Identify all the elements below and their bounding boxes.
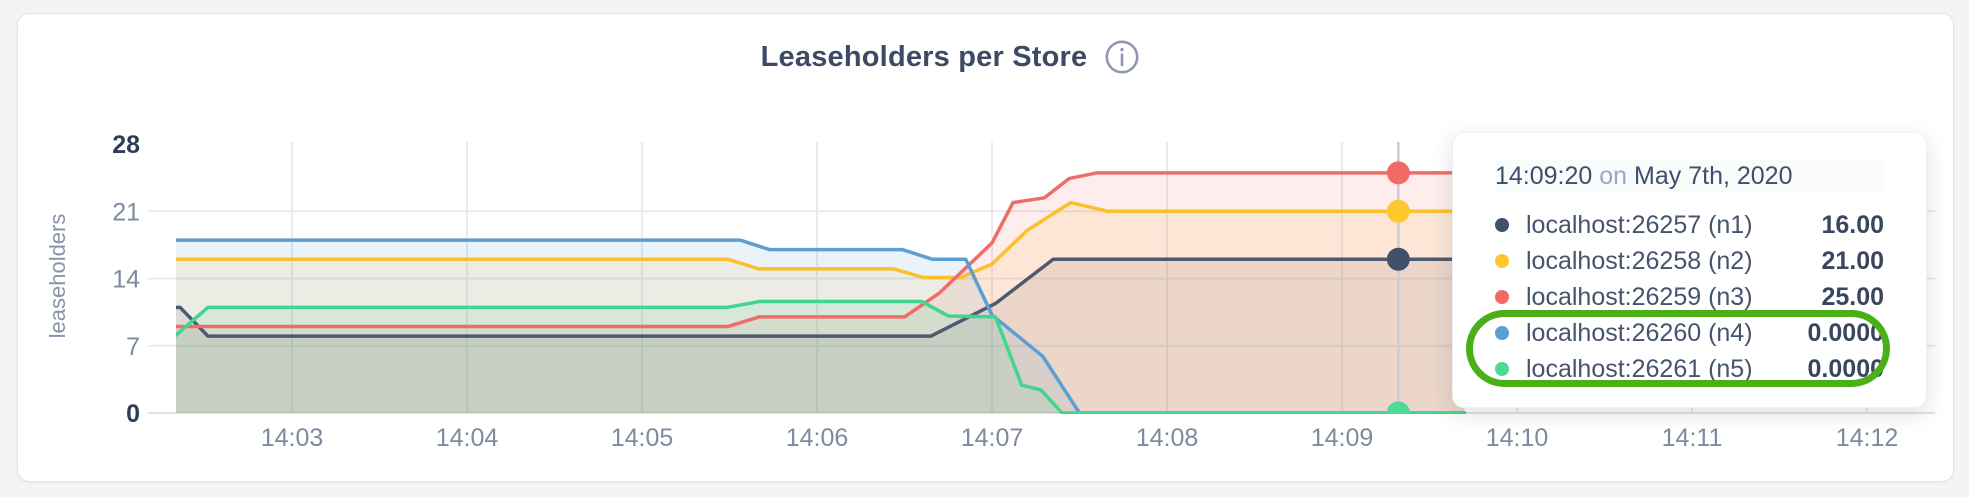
series-dot-n2	[1495, 254, 1509, 268]
series-value-n2: 21.00	[1821, 246, 1884, 275]
tooltip-row-n3: localhost:26259 (n3) 25.00	[1495, 279, 1884, 315]
series-area	[176, 202, 1465, 413]
y-tick-label: 21	[112, 198, 140, 226]
series-line	[176, 171, 1467, 329]
series-area	[176, 172, 1465, 413]
series-dot-n5	[1495, 362, 1509, 376]
tooltip-date: May 7th, 2020	[1634, 162, 1793, 190]
chart-title: Leaseholders per Store	[760, 40, 1088, 73]
crosshair-dot	[1386, 401, 1410, 414]
series-label-n4: localhost:26260 (n4)	[1526, 318, 1753, 347]
tooltip-row-n5: localhost:26261 (n5) 0.0000	[1495, 351, 1884, 387]
series-value-n1: 16.00	[1821, 210, 1884, 239]
series-line	[176, 200, 1467, 280]
x-tick-label: 14:11	[1662, 424, 1723, 452]
y-tick-label: 0	[126, 400, 140, 428]
series-line	[176, 299, 1467, 414]
crosshair-dot	[1386, 161, 1410, 185]
series-line	[176, 257, 1467, 338]
info-icon[interactable]	[1105, 40, 1139, 74]
series-line	[176, 238, 1467, 414]
tooltip-row-n2: localhost:26258 (n2) 21.00	[1495, 243, 1884, 279]
series-dot-n1	[1495, 218, 1509, 232]
crosshair-dot	[1386, 199, 1410, 223]
series-area	[176, 301, 1465, 413]
series-label-n1: localhost:26257 (n1)	[1526, 210, 1753, 239]
chart-header: Leaseholders per Store	[0, 40, 1900, 74]
y-tick-label: 14	[112, 266, 140, 294]
tooltip-row-n1: localhost:26257 (n1) 16.00	[1495, 207, 1884, 243]
x-tick-label: 14:10	[1486, 424, 1549, 452]
tooltip-row-n4: localhost:26260 (n4) 0.0000	[1495, 315, 1884, 351]
series-value-n4: 0.0000	[1807, 318, 1884, 347]
series-dot-n3	[1495, 290, 1509, 304]
x-tick-label: 14:06	[786, 424, 849, 452]
y-axis-label: leaseholders	[45, 213, 70, 339]
x-tick-label: 14:05	[611, 424, 674, 452]
y-tick-label: 28	[112, 131, 140, 159]
series-label-n3: localhost:26259 (n3)	[1526, 282, 1753, 311]
tooltip-conjunction: on	[1599, 162, 1628, 190]
series-label-n2: localhost:26258 (n2)	[1526, 246, 1753, 275]
tooltip-timestamp: 14:09:20 on May 7th, 2020	[1495, 159, 1884, 193]
x-tick-label: 14:09	[1311, 424, 1374, 452]
series-label-n5: localhost:26261 (n5)	[1526, 354, 1753, 383]
series-value-n3: 25.00	[1821, 282, 1884, 311]
x-tick-label: 14:08	[1136, 424, 1199, 452]
x-tick-label: 14:03	[261, 424, 324, 452]
crosshair-dot	[1386, 247, 1410, 271]
series-value-n5: 0.0000	[1807, 354, 1884, 383]
y-tick-label: 7	[126, 333, 140, 361]
x-tick-label: 14:07	[961, 424, 1024, 452]
x-tick-label: 14:04	[436, 424, 499, 452]
tooltip-time: 14:09:20	[1495, 162, 1593, 190]
chart-tooltip: 14:09:20 on May 7th, 2020 localhost:2625…	[1452, 132, 1927, 408]
series-area	[176, 240, 1465, 413]
series-dot-n4	[1495, 326, 1509, 340]
x-tick-label: 14:12	[1836, 424, 1899, 452]
